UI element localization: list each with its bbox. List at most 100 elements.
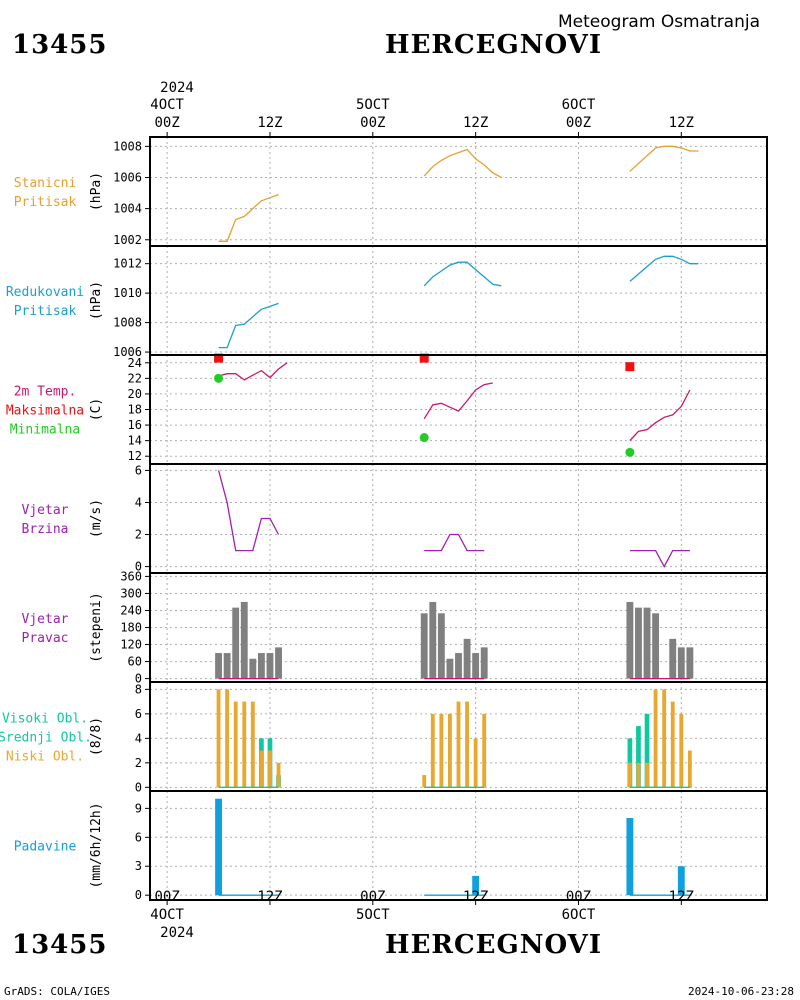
bar-clouds-4 <box>662 689 667 788</box>
panel-frame-precipitation <box>149 790 768 901</box>
line-temperature-2 <box>629 389 691 442</box>
bar-wind-direction-1 <box>455 653 462 679</box>
bar-clouds-1 <box>276 762 281 788</box>
top-axis-day-label: 5OCT <box>356 97 390 113</box>
bar-wind-direction-1 <box>472 653 480 679</box>
ytick-label-wind-speed: 6 <box>135 463 142 477</box>
station-name-top: HERCEGNOVI <box>385 30 602 60</box>
panel-label-precipitation: Padavine <box>14 840 77 855</box>
bar-wind-direction-2 <box>652 613 660 679</box>
line-wind-speed-0 <box>217 470 280 552</box>
ytick-label-temperature: 12 <box>128 449 142 463</box>
unit-label-precipitation: (mm/6h/12h) <box>89 802 104 888</box>
marker-max-temp <box>625 362 635 372</box>
station-id-top: 13455 <box>12 30 108 60</box>
line-wind-speed-2 <box>629 549 690 568</box>
bar-clouds-3 <box>448 713 452 788</box>
top-axis-year: 2024 <box>160 80 194 96</box>
ytick-label-wind-speed: 2 <box>135 528 142 542</box>
bar-wind-direction-2 <box>643 607 651 679</box>
bar-wind-direction-0 <box>240 601 248 679</box>
bar-precipitation-0 <box>472 875 480 896</box>
bar-wind-direction-2 <box>686 647 694 679</box>
ytick-label-clouds: 4 <box>135 731 142 745</box>
bar-precipitation-0 <box>215 798 222 896</box>
bar-wind-direction-2 <box>626 601 634 679</box>
line-wind-speed-1 <box>424 533 485 552</box>
panel-label-reduced-pressure: Pritisak <box>14 304 77 319</box>
bar-clouds-1 <box>225 689 230 788</box>
bar-clouds-4 <box>687 750 692 788</box>
ytick-label-wind-direction: 120 <box>120 638 142 652</box>
unit-label-wind-direction: (stepeni) <box>89 592 104 662</box>
line-reduced-pressure-0 <box>218 302 279 349</box>
bar-clouds-1 <box>268 750 272 788</box>
bar-wind-direction-0 <box>257 653 265 679</box>
top-axis-hour-label: 00Z <box>360 115 385 131</box>
ytick-label-wind-direction: 0 <box>135 672 142 686</box>
ytick-label-wind-speed: 4 <box>135 495 142 509</box>
marker-min-temp <box>419 433 429 443</box>
software-credit: GrADS: COLA/IGES <box>4 985 110 998</box>
station-id-bottom: 13455 <box>12 930 108 960</box>
unit-label-clouds: (8/8) <box>89 717 104 756</box>
bottom-axis-hour-label: 12Z <box>463 889 488 905</box>
bar-wind-direction-2 <box>677 647 685 679</box>
bar-clouds-1 <box>250 701 255 788</box>
bar-clouds-2 <box>644 713 650 788</box>
top-axis-hour-label: 12Z <box>463 115 488 131</box>
panel-label-temperature: Minimalna <box>10 423 80 438</box>
ytick-label-wind-direction: 360 <box>120 569 142 583</box>
bar-wind-direction-1 <box>420 613 428 679</box>
bottom-axis-year: 2024 <box>160 925 194 941</box>
ytick-label-temperature: 18 <box>128 403 142 417</box>
bottom-axis-day-label: 6OCT <box>562 907 596 923</box>
bar-clouds-1 <box>216 689 221 788</box>
top-axis-hour-label: 00Z <box>154 115 179 131</box>
line-temperature-1 <box>423 382 493 420</box>
ytick-label-clouds: 6 <box>135 707 142 721</box>
line-temperature-0 <box>218 362 288 381</box>
bar-wind-direction-2 <box>635 607 642 679</box>
bottom-axis-day-label: 4OCT <box>150 907 184 923</box>
line-station-pressure-2 <box>629 145 699 172</box>
bar-wind-direction-2 <box>669 638 677 679</box>
bar-wind-direction-0 <box>215 653 222 679</box>
ytick-label-precipitation: 9 <box>135 801 142 815</box>
bottom-axis-hour-label: 12Z <box>257 889 282 905</box>
bar-wind-direction-0 <box>232 607 240 679</box>
line-station-pressure-1 <box>423 148 502 179</box>
bar-clouds-4 <box>679 713 684 788</box>
ytick-label-reduced-pressure: 1012 <box>113 257 142 271</box>
ytick-label-reduced-pressure: 1006 <box>113 345 142 359</box>
station-name-bottom: HERCEGNOVI <box>385 930 602 960</box>
render-timestamp: 2024-10-06-23:28 <box>688 985 794 998</box>
panel-label-clouds: Visoki Obl. <box>2 712 88 727</box>
panel-label-temperature: Maksimalna <box>6 404 84 419</box>
bottom-axis-hour-label: 00Z <box>360 889 385 905</box>
ytick-label-temperature: 24 <box>128 356 142 370</box>
bar-clouds-3 <box>465 701 469 788</box>
bar-precipitation-0 <box>626 818 634 896</box>
chart-subtitle: Meteogram Osmatranja <box>558 12 761 32</box>
ytick-label-station-pressure: 1004 <box>113 202 142 216</box>
panel-label-station-pressure: Stanicni <box>14 176 77 191</box>
bar-clouds-3 <box>473 738 478 788</box>
unit-label-wind-speed: (m/s) <box>89 499 104 538</box>
bar-clouds-4 <box>670 701 675 788</box>
ytick-label-wind-direction: 180 <box>120 621 142 635</box>
ytick-label-wind-direction: 240 <box>120 603 142 617</box>
bar-clouds-1 <box>259 750 264 788</box>
ytick-label-reduced-pressure: 1010 <box>113 286 142 300</box>
panel-label-clouds: Srednji Obl. <box>0 731 92 746</box>
bar-wind-direction-0 <box>249 658 257 679</box>
top-axis-hour-label: 00Z <box>566 115 591 131</box>
ytick-label-reduced-pressure: 1008 <box>113 316 142 330</box>
ytick-label-temperature: 20 <box>128 387 142 401</box>
top-axis-hour-label: 12Z <box>669 115 694 131</box>
panel-label-reduced-pressure: Redukovani <box>6 285 84 300</box>
ytick-label-station-pressure: 1006 <box>113 170 142 184</box>
unit-label-temperature: (C) <box>89 398 104 421</box>
ytick-label-precipitation: 3 <box>135 859 142 873</box>
